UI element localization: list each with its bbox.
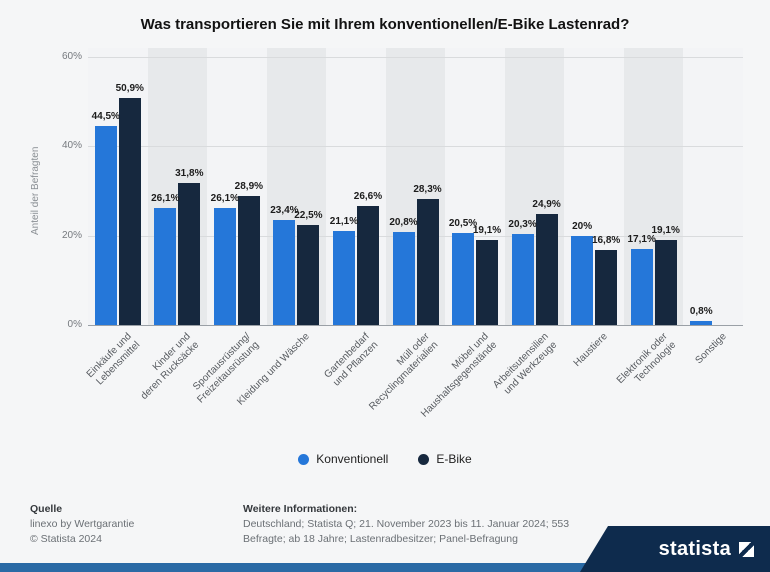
bar-e-bike bbox=[297, 224, 320, 325]
plot-area: 0% 20% 40% 60% 44,5% 26,1% 26,1% 23,4% 21,1% 20,8… bbox=[62, 48, 743, 330]
legend-label: Konventionell bbox=[316, 452, 389, 466]
bar-value-label: 50,9% bbox=[115, 82, 144, 94]
legend-swatch bbox=[418, 453, 430, 465]
bar-konventionell bbox=[94, 126, 117, 325]
footer-info-block: Weitere Informationen: Deutschland; Stat… bbox=[243, 502, 569, 548]
bar-e-bike bbox=[237, 195, 260, 325]
bar-value-label: 17,1% bbox=[627, 233, 656, 245]
bar-konventionell bbox=[392, 232, 415, 325]
bar-konventionell bbox=[571, 235, 594, 325]
bar-e-bike bbox=[118, 97, 141, 325]
bar-value-label: 23,4% bbox=[270, 205, 299, 217]
footer-source-block: Quelle linexo by Wertgarantie © Statista… bbox=[30, 502, 134, 548]
bar-value-label: 21,1% bbox=[329, 215, 359, 227]
bar-value-label: 0,8% bbox=[689, 306, 713, 318]
y-tick-label: 0% bbox=[67, 319, 82, 330]
bottom-accent-stripe bbox=[0, 563, 770, 572]
gridline bbox=[88, 146, 743, 148]
statista-logo-text: statista bbox=[658, 537, 731, 560]
plot-stripe bbox=[683, 48, 743, 325]
bar-value-label: 16,8% bbox=[591, 234, 621, 246]
statista-logo-icon bbox=[739, 541, 754, 557]
bar-value-label: 28,3% bbox=[413, 183, 442, 195]
bar-value-label: 28,9% bbox=[234, 180, 264, 192]
chart-title: Was transportieren Sie mit Ihrem konvent… bbox=[140, 16, 630, 33]
bar-e-bike bbox=[476, 239, 499, 325]
y-tick-label: 60% bbox=[61, 51, 82, 62]
bar-konventionell bbox=[154, 208, 177, 325]
info-line-1: Deutschland; Statista Q; 21. November 20… bbox=[243, 518, 570, 531]
info-line-2: Befragte; ab 18 Jahre; Lastenradbesitzer… bbox=[243, 533, 518, 546]
source-text: linexo by Wertgarantie bbox=[30, 518, 135, 531]
legend-label: E-Bike bbox=[436, 452, 472, 466]
gridline bbox=[88, 235, 743, 237]
bar-value-label: 31,8% bbox=[175, 167, 204, 179]
bar-e-bike bbox=[595, 249, 618, 325]
bar-e-bike bbox=[654, 239, 677, 325]
gridline bbox=[88, 325, 743, 326]
source-heading: Quelle bbox=[30, 503, 63, 515]
y-axis-title: Anteil der Befragten bbox=[30, 146, 41, 236]
bar-value-label: 22,5% bbox=[294, 209, 323, 221]
bar-value-label: 26,1% bbox=[151, 193, 180, 205]
statista-brand-banner: statista bbox=[580, 526, 770, 572]
bar-value-label: 19,1% bbox=[472, 224, 502, 236]
bar-konventionell bbox=[630, 248, 653, 325]
bar-e-bike bbox=[535, 213, 558, 325]
bar-value-label: 26,1% bbox=[210, 193, 240, 205]
info-heading: Weitere Informationen: bbox=[243, 503, 358, 515]
bar-value-label: 24,9% bbox=[532, 198, 561, 210]
legend-swatch bbox=[298, 453, 310, 465]
legend-item-konventionell: Konventionell bbox=[298, 452, 388, 466]
bar-e-bike bbox=[178, 182, 201, 325]
bar-konventionell bbox=[213, 208, 236, 325]
bar-e-bike bbox=[416, 198, 439, 325]
bar-value-label: 44,5% bbox=[91, 111, 120, 123]
legend: Konventionell E-Bike bbox=[0, 452, 770, 466]
bar-konventionell bbox=[452, 233, 475, 325]
legend-item-e-bike: E-Bike bbox=[418, 452, 472, 466]
bar-value-label: 19,1% bbox=[651, 224, 680, 236]
bar-konventionell bbox=[511, 234, 534, 325]
bar-value-label: 26,6% bbox=[353, 191, 383, 203]
bar-konventionell bbox=[273, 220, 296, 325]
y-tick-label: 40% bbox=[61, 140, 82, 152]
bar-value-label: 20,5% bbox=[448, 218, 478, 230]
bar-value-label: 20% bbox=[572, 220, 593, 232]
bar-konventionell bbox=[690, 321, 713, 325]
bar-e-bike bbox=[356, 206, 379, 325]
copyright-text: © Statista 2024 bbox=[30, 533, 102, 546]
gridline bbox=[88, 57, 743, 58]
bar-value-label: 20,8% bbox=[389, 217, 418, 229]
chart: Anteil der Befragten 0% 20% 40% 60% 44,5% 26,… bbox=[30, 48, 743, 420]
y-tick-label: 20% bbox=[61, 229, 82, 241]
bar-konventionell bbox=[332, 230, 355, 325]
bar-value-label: 20,3% bbox=[508, 219, 537, 231]
